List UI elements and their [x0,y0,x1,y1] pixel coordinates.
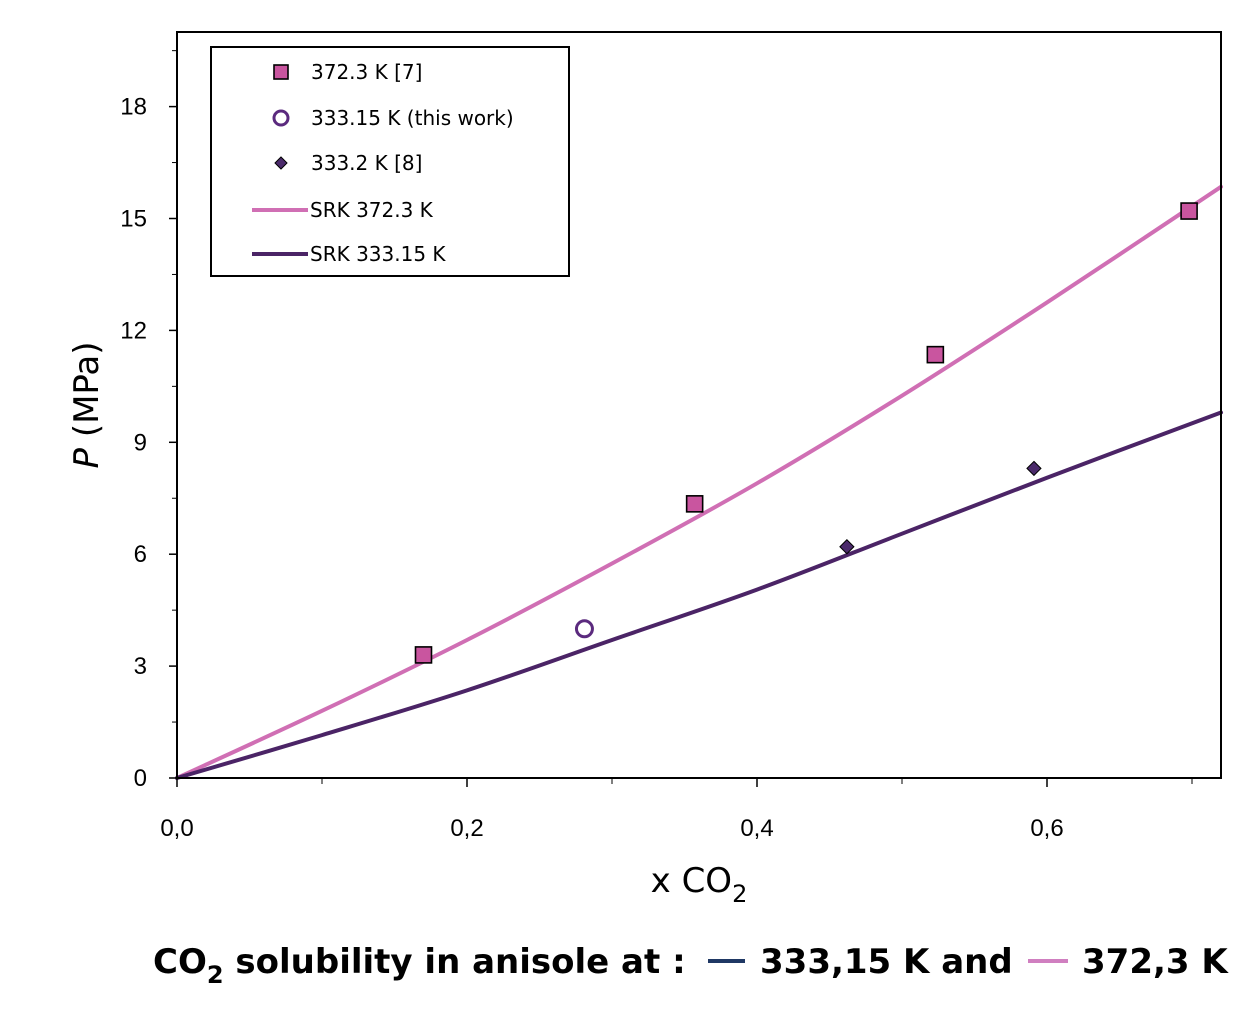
data-point-2 [839,539,855,555]
y-tick-label: 12 [120,317,147,344]
legend-label: SRK 333.15 K [310,242,446,266]
y-tick-label: 3 [134,653,147,680]
x-axis-title-sub: 2 [732,880,747,908]
data-point-1 [574,619,594,639]
y-tick-label: 15 [120,206,147,233]
x-axis-title-main: x CO [651,861,732,901]
legend-label: 333.2 K [8] [311,151,422,175]
caption-temp-372: 372,3 K [1082,942,1229,982]
x-tick-label: 0,6 [1030,815,1063,842]
x-axis-title: x CO2 [651,861,748,908]
caption: CO2 solubility in anisole at : [153,942,686,989]
data-point-2 [1026,460,1042,477]
legend-box [210,46,570,277]
x-tick-label: 0,2 [450,815,483,842]
x-tick-label: 0,0 [160,815,193,842]
data-point-0 [414,646,433,664]
y-tick-label: 18 [120,94,147,121]
data-point-0 [1180,202,1198,220]
series-points [414,202,1198,664]
y-axis-title-italic: P [67,448,107,469]
legend-label: 372.3 K [7] [311,60,422,84]
y-tick-label: 0 [134,765,147,792]
y-axis: 0 3 6 9 12 15 18 [120,50,177,792]
y-axis-title-rest: (MPa) [67,342,107,448]
caption-temp-333: 333,15 K and [760,942,1013,982]
x-axis: 0,0 0,2 0,4 0,6 [160,778,1193,842]
caption-co-sub: 2 [207,961,224,989]
legend-label: 333.15 K (this work) [311,106,514,130]
series-line-4 [175,410,1223,780]
caption-co: CO [153,942,207,982]
y-tick-label: 9 [134,429,147,456]
x-tick-label: 0,4 [740,815,773,842]
series-lines [175,184,1223,780]
y-tick-label: 6 [134,541,147,568]
legend-marker [273,64,289,80]
legend-label: SRK 372.3 K [310,198,434,222]
legend-marker [272,109,290,127]
data-point-0 [926,345,945,364]
y-axis-title: P (MPa) [67,342,107,469]
plot-frame [176,31,1222,779]
legend: 372.3 K [7] 333.15 K (this work) 333.2 K [… [210,46,570,277]
data-point-0 [685,495,704,513]
series-line-3 [175,184,1223,780]
legend-marker [274,156,288,170]
caption-middle: solubility in anisole at : [224,942,686,982]
